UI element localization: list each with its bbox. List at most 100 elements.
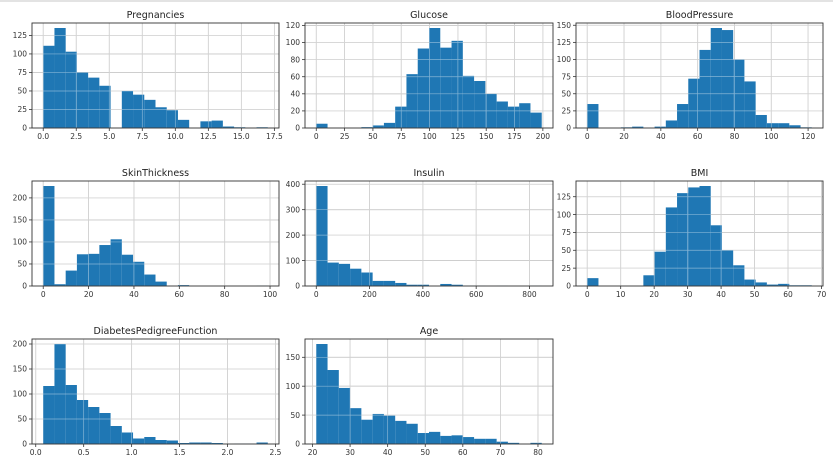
y-tick-label: 50 [17,260,27,269]
histogram-bar [54,344,66,444]
x-tick-label: 600 [469,290,484,299]
x-tick-label: 0 [585,132,590,141]
y-tick-label: 150 [13,365,28,374]
x-tick-label: 7.5 [136,132,148,141]
x-tick-label: 40 [656,132,666,141]
histogram-bar [755,114,767,128]
y-tick-label: 75 [561,72,571,81]
histogram-bar [406,284,418,286]
x-tick-label: 60 [458,448,468,457]
y-tick-label: 0 [22,124,27,133]
histogram-bar [88,407,100,444]
histogram-insulin: 0 200 400 600 800 0 100 200 300 400 Insulin [286,168,554,299]
y-tick-label: 100 [557,210,572,219]
histogram-bar [485,438,497,444]
histogram-bar [462,75,475,128]
x-tick-label: 20 [619,132,629,141]
axes-frame [31,180,280,287]
histogram-bar [88,77,100,128]
x-tick-label: 2.5 [269,448,281,457]
x-axis-ticks: 0 20 40 60 80 100 120 [585,128,816,141]
x-tick-label: 175 [507,132,522,141]
histogram-bar [677,193,689,286]
y-tick-label: 80 [290,55,300,64]
histogram-bar [76,254,89,286]
axes-frame [31,22,280,129]
histogram-bar [721,250,734,286]
chart-title: Pregnancies [127,10,185,21]
grid-lines [32,181,279,287]
histogram-bar [733,59,745,128]
y-axis-ticks: 0 50 100 150 [286,353,305,449]
histogram-bar [496,441,508,444]
histogram-bar [507,442,520,444]
histogram-bar [121,432,134,444]
histogram-bar [372,280,384,286]
y-axis-ticks: 0 20 40 60 80 100 120 [286,21,305,133]
histogram-bar [778,283,790,286]
histogram-bar [177,443,190,444]
histogram-bar [338,387,351,444]
histogram-bar [144,437,156,444]
histogram-bar [440,283,452,286]
histogram-bar [395,282,407,286]
histogram-bar [429,28,441,128]
histogram-bar [766,123,779,128]
x-tick-label: 50 [420,448,430,457]
histogram-bar [688,187,700,286]
histogram-bar [587,278,599,286]
histogram-bar [372,125,384,128]
histogram-bar [338,263,351,286]
histogram-glucose: 0 25 50 75 100 125 150 175 200 0 20 40 60 80 100 120 Glu… [286,10,554,141]
histogram-bar [144,99,156,128]
chart-title: DiabetesPedigreeFunction [94,326,218,337]
y-tick-label: 200 [13,340,28,349]
y-tick-label: 0 [295,440,300,449]
histogram-bar [474,438,486,444]
histogram-diabetes-pedigree-function: 0.0 0.5 1.0 1.5 2.0 2.5 0 50 100 150 200 DiabetesPe… [13,326,282,457]
histogram-bar [519,103,531,128]
y-tick-label: 100 [13,50,28,59]
y-axis-ticks: 0 25 50 75 100 125 [557,192,576,291]
x-tick-label: 800 [522,290,537,299]
histogram-bar [485,93,497,128]
histogram-bar [144,274,156,286]
x-tick-label: 70 [496,448,506,457]
histogram-bar [133,94,145,128]
y-tick-label: 0 [566,124,571,133]
x-tick-label: 30 [345,448,355,457]
x-tick-label: 400 [416,290,431,299]
y-tick-label: 100 [286,38,301,47]
x-tick-label: 15.0 [233,132,250,141]
x-tick-label: 30 [683,290,693,299]
histogram-bar [632,126,644,128]
x-tick-label: 80 [220,290,230,299]
x-tick-label: 0.0 [37,132,49,141]
histogram-bars [316,186,542,286]
axes-frame [304,180,554,287]
histogram-bar [65,385,77,444]
histogram-bar [76,72,89,128]
histogram-bar [451,284,463,286]
x-tick-label: 100 [263,290,278,299]
histogram-bar [327,370,339,444]
y-tick-label: 60 [290,72,300,81]
x-tick-label: 120 [801,132,816,141]
x-tick-label: 80 [730,132,740,141]
axes-frame [304,338,554,445]
histogram-bar [177,119,190,128]
x-tick-label: 125 [451,132,466,141]
x-tick-label: 12.5 [200,132,217,141]
x-tick-label: 10 [616,290,626,299]
histogram-bar [316,186,328,286]
histogram-bar [451,435,463,444]
histogram-bar [166,440,178,444]
x-tick-label: 0 [314,132,319,141]
x-tick-label: 0 [585,290,590,299]
histogram-bar [699,49,711,128]
y-tick-label: 100 [286,382,301,391]
histogram-skin-thickness: 0 20 40 60 80 100 0 50 100 150 200 SkinThickness [13,168,280,299]
y-axis-ticks: 0 100 200 300 400 [286,180,305,291]
y-tick-label: 0 [22,440,27,449]
histogram-bar [256,442,268,444]
